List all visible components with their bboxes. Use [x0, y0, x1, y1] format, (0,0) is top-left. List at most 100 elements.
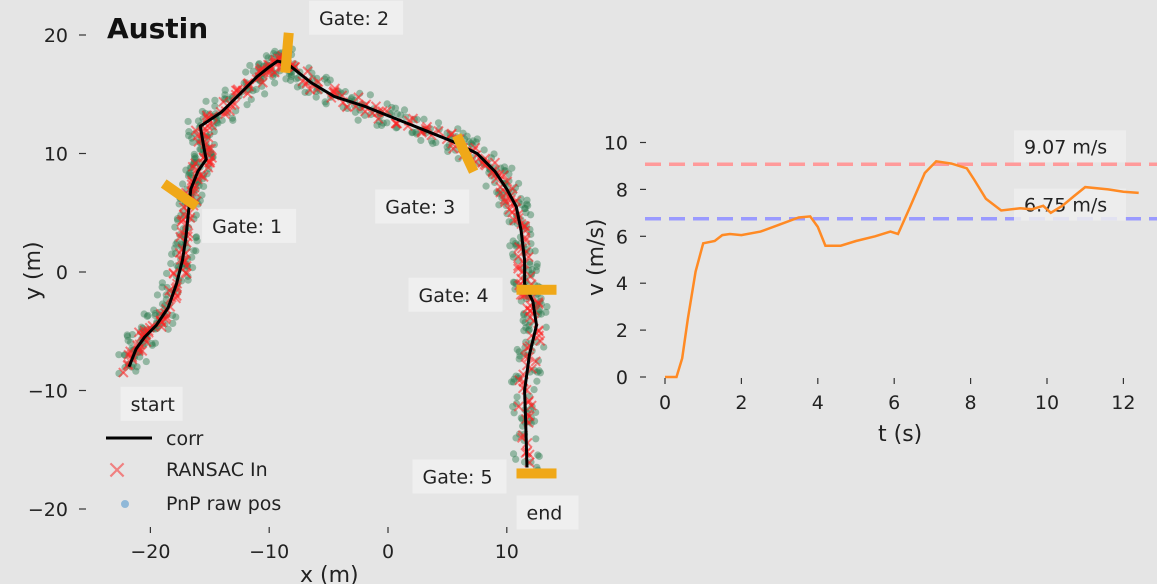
pnp-raw-point: [323, 79, 332, 87]
y-tick-label: 6: [616, 226, 628, 248]
gate-bar: [516, 284, 557, 295]
pnp-raw-point: [158, 279, 166, 287]
y-tick-label: −20: [28, 499, 68, 521]
y-axis-label: y (m): [21, 241, 46, 300]
reference-label: 6.75 m/s: [1024, 195, 1107, 217]
pnp-raw-point: [521, 204, 529, 213]
pnp-raw-point: [469, 137, 477, 145]
pnp-raw-point: [524, 201, 532, 210]
pnp-raw-point: [185, 169, 193, 177]
legend-corr-label: corr: [166, 428, 204, 450]
pnp-raw-point: [148, 341, 156, 349]
x-tick-label: −20: [130, 541, 170, 563]
pnp-raw-point: [420, 115, 428, 123]
pnp-raw-point: [397, 111, 405, 119]
pnp-raw-point: [533, 263, 541, 271]
gate-label: Gate: 4: [419, 285, 489, 307]
y-tick-label: 8: [616, 179, 628, 201]
pnp-raw-point: [537, 310, 545, 318]
pnp-raw-point: [144, 311, 152, 320]
pnp-raw-point: [522, 209, 530, 217]
pnp-raw-point: [200, 182, 208, 191]
pnp-raw-point: [513, 393, 521, 401]
pnp-raw-point: [126, 338, 135, 347]
pnp-raw-point: [189, 138, 197, 146]
legend-pnp-swatch: [121, 500, 129, 508]
pnp-raw-point: [383, 119, 391, 127]
ransac-inlier-marker: [218, 96, 229, 107]
pnp-raw-point: [463, 132, 471, 140]
ransac-inlier-marker: [526, 400, 537, 411]
gate-label-box: [408, 277, 503, 312]
pnp-raw-point: [143, 312, 151, 320]
pnp-raw-point: [523, 196, 531, 204]
y-tick-label: 20: [44, 25, 68, 47]
pnp-raw-point: [508, 378, 516, 386]
trajectory-legend: corr × RANSAC In PnP raw pos: [106, 428, 281, 515]
reference-label: 9.07 m/s: [1024, 136, 1107, 158]
pnp-raw-point: [242, 68, 250, 76]
pnp-raw-point: [542, 323, 550, 331]
pnp-raw-point: [393, 110, 401, 118]
pnp-raw-point: [351, 108, 359, 116]
pnp-raw-point: [326, 76, 334, 84]
pnp-raw-point: [480, 146, 488, 154]
pnp-raw-point: [348, 93, 356, 102]
gate-label: Gate: 2: [319, 8, 389, 30]
speed-reference-lines: 9.07 m/s 6.75 m/s: [645, 130, 1157, 221]
pnp-raw-point: [140, 310, 148, 318]
gate-markers: Gate: 1 Gate: 2 Gate: 3 Gate: 4 Gate: 5 start…: [120, 0, 579, 530]
gate-1: Gate: 1: [160, 179, 297, 243]
ransac-inlier-marker: [118, 367, 129, 378]
speed-y-axis-label: v (m/s): [584, 219, 609, 296]
reference-label-box: [1014, 130, 1126, 163]
pnp-raw-point: [427, 137, 436, 145]
gate-5: Gate: 5: [412, 459, 557, 494]
pnp-raw-point: [524, 327, 533, 335]
pnp-raw-point: [218, 116, 226, 124]
gate-label-box: [375, 189, 470, 224]
pnp-raw-point: [167, 259, 175, 268]
gate-bar: [280, 32, 294, 74]
trajectory-plot: Gate: 1 Gate: 2 Gate: 3 Gate: 4 Gate: 5 start…: [21, 0, 579, 584]
pnp-raw-point: [513, 345, 521, 354]
pnp-raw-point: [184, 276, 192, 284]
pnp-raw-point: [391, 104, 400, 112]
pnp-raw-point: [261, 90, 269, 98]
pnp-raw-point: [282, 75, 290, 83]
pnp-raw-point: [163, 269, 171, 278]
pnp-raw-point: [518, 201, 526, 209]
pnp-raw-point: [123, 332, 132, 340]
pnp-raw-point: [153, 291, 162, 299]
pnp-raw-point: [221, 86, 229, 94]
pnp-raw-point: [542, 308, 550, 316]
pnp-raw-point: [432, 139, 440, 147]
x-tick-label: −10: [249, 541, 289, 563]
pnp-raw-point: [190, 247, 198, 255]
pnp-raw-point: [158, 283, 166, 291]
reference-label-box: [1014, 188, 1126, 221]
gate-4: Gate: 4: [408, 277, 557, 312]
pnp-raw-point: [515, 348, 523, 356]
ransac-inlier-marker: [407, 113, 419, 124]
pnp-raw-point: [191, 152, 199, 161]
pnp-raw-point: [151, 309, 159, 318]
x-tick-label: 10: [1035, 392, 1059, 414]
pnp-raw-point: [286, 76, 295, 84]
pnp-raw-point: [252, 85, 260, 94]
pnp-raw-point: [482, 182, 490, 190]
pnp-raw-point: [373, 121, 381, 129]
y-tick-label: −10: [28, 381, 68, 403]
ransac-inlier-marker: [302, 66, 313, 77]
pnp-raw-point: [173, 262, 181, 270]
ransac-inlier-marker: [341, 101, 353, 113]
pnp-raw-point: [530, 385, 538, 394]
x-tick-label: 0: [659, 392, 671, 414]
pnp-raw-point: [179, 180, 187, 188]
pnp-raw-point: [533, 260, 541, 268]
pnp-raw-point: [211, 96, 219, 104]
ransac-inlier-marker: [512, 260, 524, 272]
pnp-raw-point: [536, 369, 545, 377]
pnp-raw-point: [123, 331, 131, 339]
